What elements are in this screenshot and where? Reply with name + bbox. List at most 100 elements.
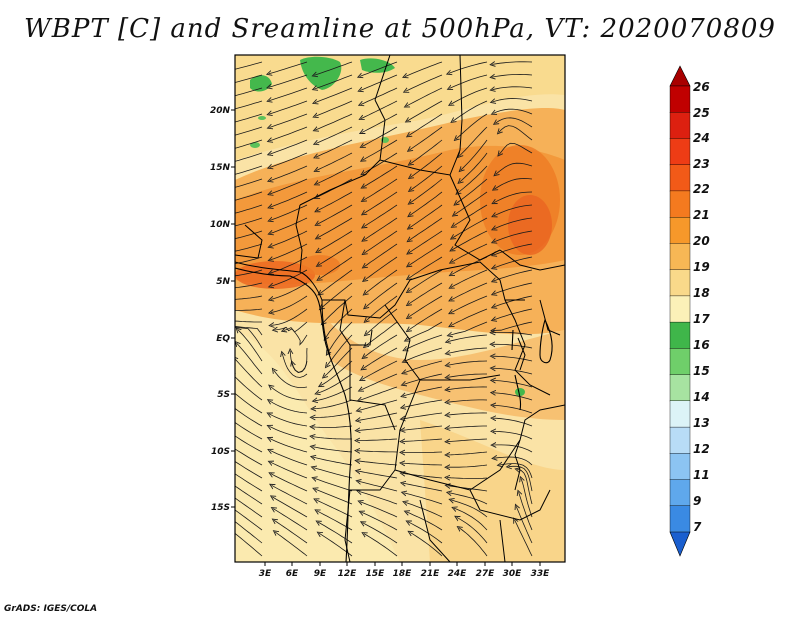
streamline — [447, 486, 488, 492]
streamline — [408, 113, 443, 136]
lon-tick-label: 6E — [286, 569, 299, 579]
streamline — [235, 320, 262, 323]
map-frame — [234, 54, 566, 563]
streamline — [366, 295, 398, 321]
streamline — [404, 347, 443, 361]
streamline — [357, 425, 398, 431]
lon-tick-label: 24E — [448, 569, 468, 579]
streamline — [452, 217, 488, 238]
streamline — [363, 152, 398, 174]
colorbar-label: 25 — [693, 106, 710, 120]
streamline — [496, 162, 533, 174]
streamline — [493, 431, 533, 440]
streamline — [235, 358, 263, 388]
latitude-axis: 20N 15N 10N 5N EQ 5S 10S 15S — [210, 106, 231, 513]
lon-tick-label: 3E — [259, 569, 272, 579]
streamline — [447, 360, 488, 365]
lon-tick-label: 30E — [503, 569, 523, 579]
lat-tick-label: 10S — [211, 447, 230, 457]
streamline — [269, 87, 308, 101]
colorbar-label: 22 — [693, 182, 710, 196]
colorbar-label: 12 — [693, 442, 710, 456]
streamline — [454, 191, 488, 215]
streamline — [405, 334, 443, 350]
colorbar-label: 20 — [693, 234, 710, 248]
streamline — [235, 326, 263, 336]
streamline — [317, 204, 353, 224]
streamline — [408, 269, 443, 291]
streamline — [515, 520, 533, 557]
colorbar-top-arrow — [669, 65, 691, 87]
streamline — [493, 108, 533, 114]
lon-tick-label: 12E — [338, 569, 358, 579]
streamline — [407, 100, 443, 121]
streamline — [406, 74, 443, 91]
streamline — [235, 282, 263, 289]
streamline — [316, 126, 353, 144]
streamline — [409, 126, 443, 150]
streamline — [235, 152, 263, 162]
streamline — [402, 439, 443, 442]
streamline — [516, 506, 533, 544]
streamline — [315, 74, 353, 89]
streamline — [271, 282, 308, 300]
colorbar-box — [669, 374, 691, 402]
colorbar-label: 9 — [693, 494, 701, 508]
streamline — [270, 462, 308, 479]
streamline — [238, 329, 263, 362]
streamline — [451, 282, 488, 300]
streamline — [409, 204, 443, 228]
streamline — [270, 139, 308, 154]
colorbar-box — [669, 138, 691, 166]
streamline — [320, 269, 353, 294]
streamline — [364, 217, 398, 240]
streamlines — [235, 61, 533, 557]
streamline — [364, 534, 398, 557]
streamline — [235, 308, 263, 311]
colorbar-label: 11 — [693, 468, 710, 482]
streamline — [494, 308, 533, 320]
colorbar-label: 18 — [693, 286, 710, 300]
streamline — [447, 465, 488, 467]
streamline — [410, 165, 443, 190]
streamline — [358, 481, 398, 492]
colorbar-box — [669, 348, 691, 376]
streamline — [318, 522, 353, 544]
streamline — [363, 191, 398, 214]
streamline — [317, 373, 353, 393]
streamline — [447, 373, 487, 377]
streamline — [235, 61, 263, 70]
streamline — [408, 256, 443, 279]
grads-credit: GrADS: IGES/COLA — [4, 604, 98, 614]
streamline — [449, 321, 488, 335]
streamline — [405, 502, 443, 518]
coastline — [235, 267, 553, 562]
streamline — [447, 413, 488, 415]
streamline — [362, 360, 398, 380]
streamline — [327, 321, 353, 353]
streamline — [359, 386, 398, 400]
streamline — [360, 373, 398, 390]
colorbar-box — [669, 321, 691, 349]
streamline — [492, 332, 533, 336]
streamline — [272, 497, 308, 518]
streamline — [494, 295, 533, 307]
streamline — [449, 61, 488, 73]
streamline — [404, 360, 443, 373]
colorbar-box — [669, 190, 691, 218]
lon-tick-label: 21E — [421, 569, 441, 579]
lat-tick-marks — [231, 109, 235, 508]
streamline — [410, 532, 443, 557]
streamline — [313, 468, 353, 479]
streamline — [271, 295, 308, 313]
streamline — [272, 485, 308, 505]
colorbar-label: 17 — [693, 312, 710, 326]
streamline — [360, 502, 398, 518]
map-title: WBPT [C] and Sreamline at 500hPa, VT: 20… — [24, 14, 776, 44]
streamline — [364, 230, 398, 253]
colorbar-bottom-arrow — [669, 531, 691, 557]
streamline — [363, 165, 398, 187]
streamline — [499, 142, 533, 154]
streamline — [315, 100, 353, 116]
lat-tick-label: 15S — [211, 503, 230, 513]
